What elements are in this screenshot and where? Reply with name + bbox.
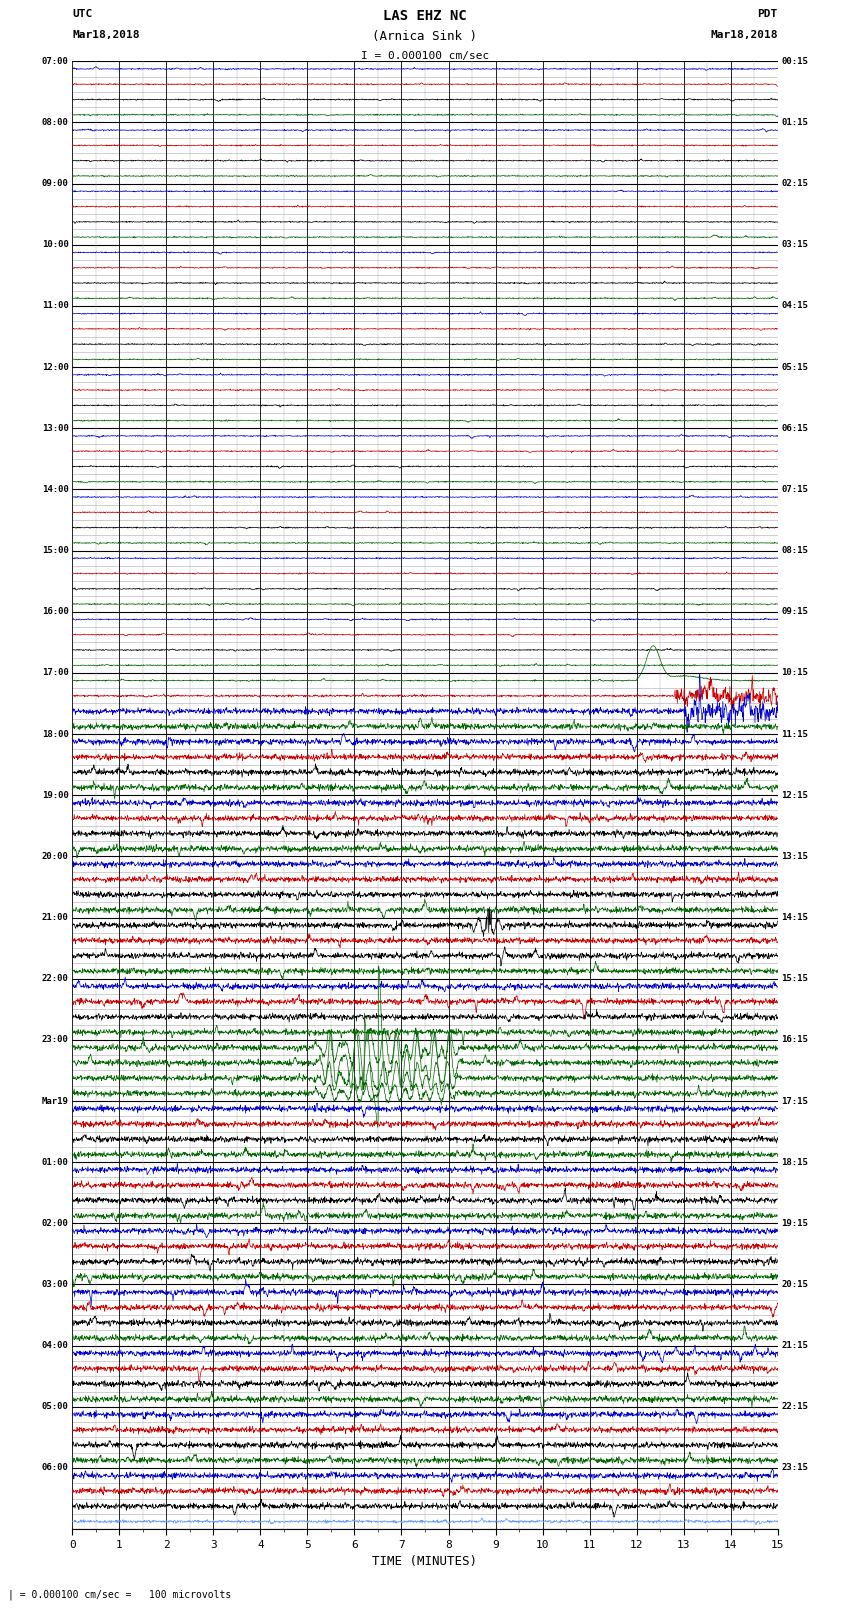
Text: 04:15: 04:15: [781, 302, 808, 310]
Text: | = 0.000100 cm/sec =   100 microvolts: | = 0.000100 cm/sec = 100 microvolts: [8, 1589, 232, 1600]
Text: 21:15: 21:15: [781, 1340, 808, 1350]
Text: 20:15: 20:15: [781, 1281, 808, 1289]
Text: 15:00: 15:00: [42, 547, 69, 555]
Text: 07:00: 07:00: [42, 56, 69, 66]
Text: 19:00: 19:00: [42, 790, 69, 800]
Text: 23:00: 23:00: [42, 1036, 69, 1044]
Text: I = 0.000100 cm/sec: I = 0.000100 cm/sec: [361, 52, 489, 61]
Text: 07:15: 07:15: [781, 486, 808, 494]
Text: UTC: UTC: [72, 10, 93, 19]
Text: 12:15: 12:15: [781, 790, 808, 800]
Text: 05:15: 05:15: [781, 363, 808, 371]
Text: 16:15: 16:15: [781, 1036, 808, 1044]
Text: 19:15: 19:15: [781, 1219, 808, 1227]
Text: 18:15: 18:15: [781, 1158, 808, 1166]
Text: 22:15: 22:15: [781, 1402, 808, 1411]
Text: Mar18,2018: Mar18,2018: [72, 31, 139, 40]
Text: 10:00: 10:00: [42, 240, 69, 250]
Text: PDT: PDT: [757, 10, 778, 19]
Text: 00:15: 00:15: [781, 56, 808, 66]
Text: 06:00: 06:00: [42, 1463, 69, 1473]
Text: 13:15: 13:15: [781, 852, 808, 861]
Text: 21:00: 21:00: [42, 913, 69, 923]
Text: 02:00: 02:00: [42, 1219, 69, 1227]
Text: (Arnica Sink ): (Arnica Sink ): [372, 31, 478, 44]
Text: 04:00: 04:00: [42, 1340, 69, 1350]
Text: Mar19: Mar19: [42, 1097, 69, 1105]
Text: 08:15: 08:15: [781, 547, 808, 555]
Text: Mar18,2018: Mar18,2018: [711, 31, 778, 40]
Text: 11:15: 11:15: [781, 729, 808, 739]
Text: 20:00: 20:00: [42, 852, 69, 861]
Text: 11:00: 11:00: [42, 302, 69, 310]
Text: 12:00: 12:00: [42, 363, 69, 371]
Text: 03:00: 03:00: [42, 1281, 69, 1289]
Text: 09:00: 09:00: [42, 179, 69, 189]
Text: 18:00: 18:00: [42, 729, 69, 739]
Text: 13:00: 13:00: [42, 424, 69, 432]
Text: 03:15: 03:15: [781, 240, 808, 250]
Text: 14:00: 14:00: [42, 486, 69, 494]
Text: 09:15: 09:15: [781, 606, 808, 616]
Text: 23:15: 23:15: [781, 1463, 808, 1473]
Text: 08:00: 08:00: [42, 118, 69, 127]
Text: LAS EHZ NC: LAS EHZ NC: [383, 10, 467, 23]
Text: 05:00: 05:00: [42, 1402, 69, 1411]
Text: 14:15: 14:15: [781, 913, 808, 923]
Text: 01:15: 01:15: [781, 118, 808, 127]
Text: 16:00: 16:00: [42, 606, 69, 616]
Text: 02:15: 02:15: [781, 179, 808, 189]
Text: 17:00: 17:00: [42, 668, 69, 677]
Text: 06:15: 06:15: [781, 424, 808, 432]
Text: 10:15: 10:15: [781, 668, 808, 677]
Text: 22:00: 22:00: [42, 974, 69, 984]
X-axis label: TIME (MINUTES): TIME (MINUTES): [372, 1555, 478, 1568]
Text: 15:15: 15:15: [781, 974, 808, 984]
Text: 17:15: 17:15: [781, 1097, 808, 1105]
Text: 01:00: 01:00: [42, 1158, 69, 1166]
